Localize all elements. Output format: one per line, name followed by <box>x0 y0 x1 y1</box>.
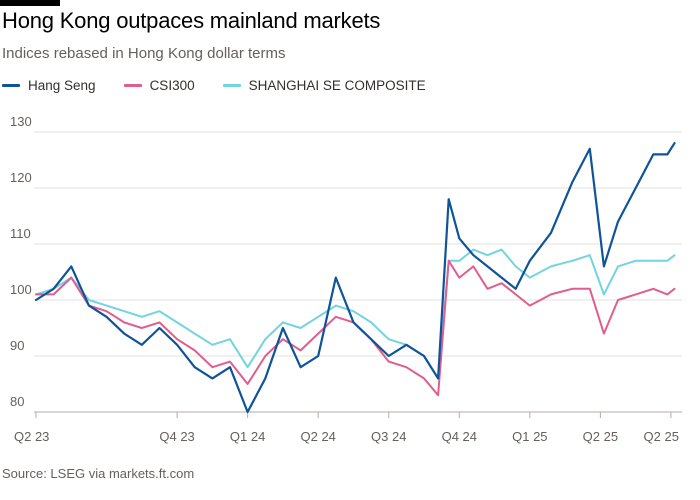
x-tick-label: Q1 24 <box>230 429 265 444</box>
legend-swatch-shanghai <box>222 84 241 87</box>
y-axis-ticks: 80 90 100 110 120 130 <box>10 114 32 409</box>
brand-bar <box>0 0 60 6</box>
series-line-csi300 <box>35 259 676 397</box>
x-tick-label: Q2 24 <box>300 429 335 444</box>
y-tick-label: 80 <box>10 394 24 409</box>
legend-label-csi300: CSI300 <box>149 78 195 93</box>
source-note: Source: LSEG via markets.ft.com <box>2 466 195 481</box>
x-tick-label: Q2 25 <box>644 429 679 444</box>
legend-label-hang-seng: Hang Seng <box>28 78 96 93</box>
x-tick-label: Q2 25 <box>583 429 618 444</box>
legend-swatch-csi300 <box>123 84 142 87</box>
x-tick-label: Q3 24 <box>371 429 406 444</box>
legend-label-shanghai: SHANGHAI SE COMPOSITE <box>248 78 426 93</box>
series-line-shanghai <box>35 248 676 380</box>
series-line-hang-seng <box>34 142 676 414</box>
grid-layer <box>34 131 682 413</box>
legend-item-hang-seng: Hang Seng <box>2 78 96 93</box>
y-tick-label: 90 <box>10 338 24 353</box>
y-tick-label: 120 <box>10 170 32 185</box>
x-tick-label: Q2 23 <box>14 429 49 444</box>
legend-item-shanghai: SHANGHAI SE COMPOSITE <box>222 78 426 93</box>
x-tick-label: Q4 23 <box>159 429 194 444</box>
x-axis-ticks: Q2 23 Q4 23 Q1 24 Q2 24 Q3 24 Q4 24 Q1 25 Q2 25… <box>14 412 679 444</box>
x-tick-label: Q4 24 <box>442 429 477 444</box>
chart-title: Hong Kong outpaces mainland markets <box>2 8 381 33</box>
x-tick-label: Q1 25 <box>512 429 547 444</box>
legend-item-csi300: CSI300 <box>123 78 195 93</box>
chart-subtitle: Indices rebased in Hong Kong dollar term… <box>2 45 286 62</box>
legend-swatch-hang-seng <box>2 84 20 87</box>
series-layer <box>34 142 676 414</box>
y-tick-label: 110 <box>10 226 31 241</box>
legend: Hang Seng CSI300 SHANGHAI SE COMPOSITE <box>2 78 454 93</box>
y-tick-label: 130 <box>10 114 32 129</box>
y-tick-label: 100 <box>10 282 32 297</box>
